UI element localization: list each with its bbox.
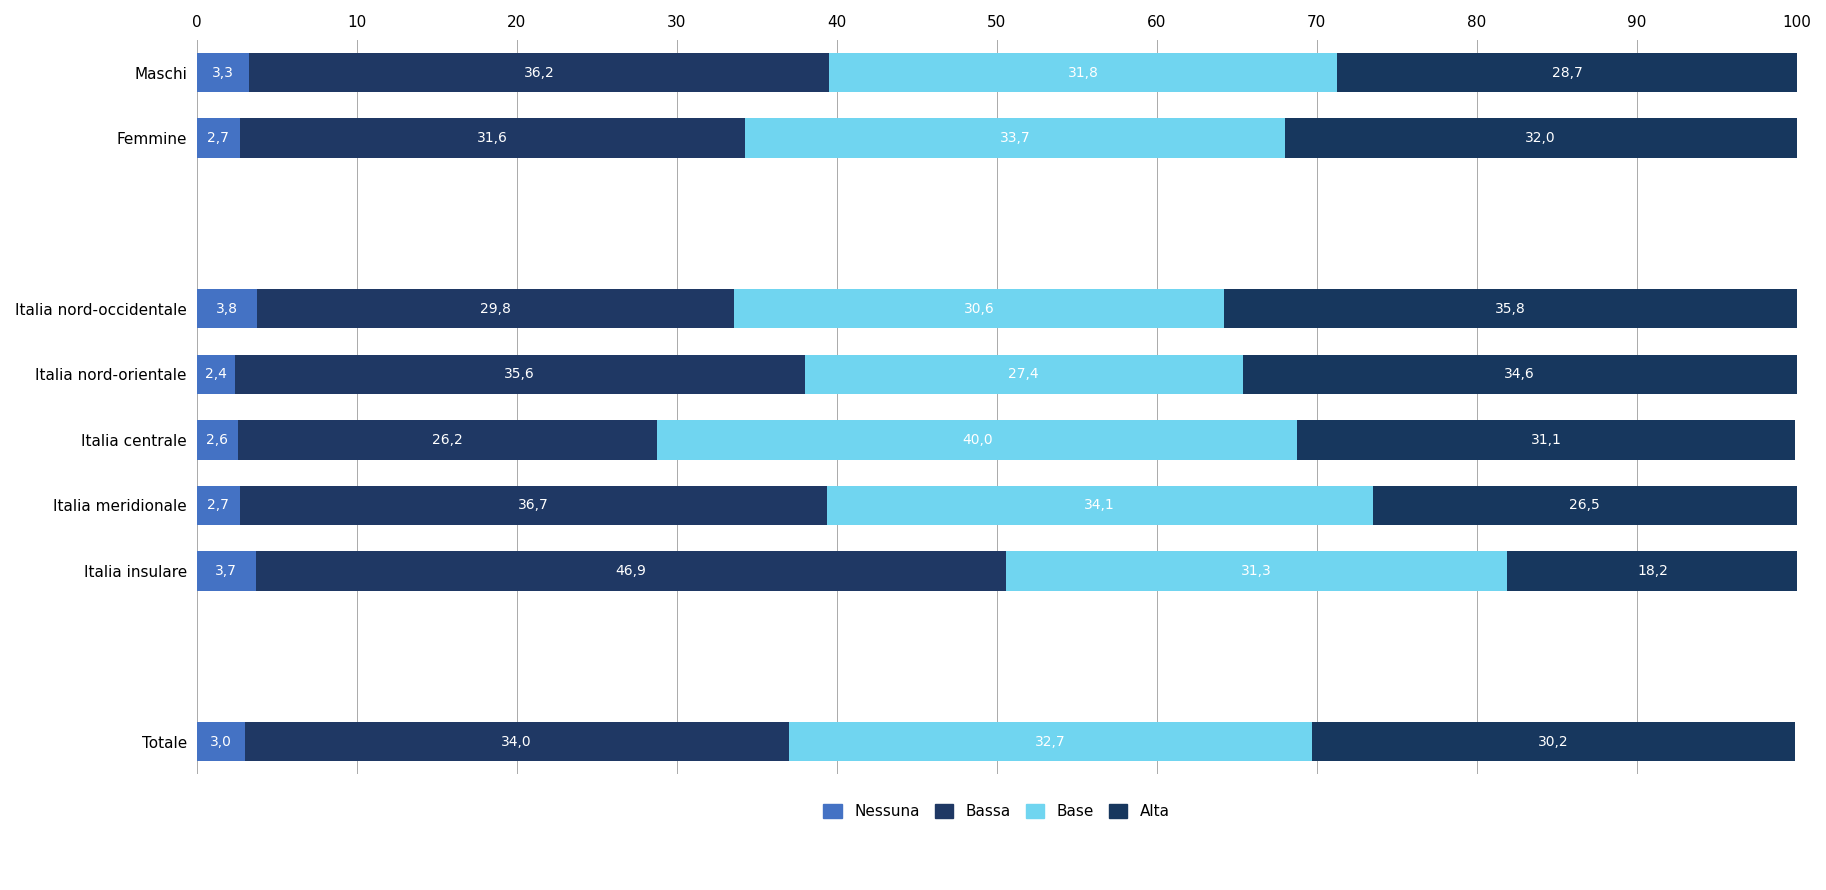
Bar: [1337, 53, 1797, 93]
Bar: [657, 420, 1298, 459]
Text: 28,7: 28,7: [1552, 66, 1583, 79]
Text: 2,6: 2,6: [206, 433, 228, 447]
Text: 32,0: 32,0: [1525, 131, 1556, 145]
Bar: [829, 53, 1337, 93]
Text: 34,0: 34,0: [502, 734, 531, 748]
Bar: [239, 118, 745, 158]
Bar: [734, 289, 1223, 328]
Bar: [197, 420, 237, 459]
Text: 35,8: 35,8: [1495, 302, 1525, 316]
Text: 31,8: 31,8: [1068, 66, 1099, 79]
Text: 31,6: 31,6: [477, 131, 508, 145]
Bar: [197, 722, 245, 761]
Bar: [1223, 289, 1797, 328]
Bar: [805, 354, 1244, 394]
Bar: [197, 289, 257, 328]
Text: 18,2: 18,2: [1638, 564, 1667, 578]
Bar: [237, 420, 657, 459]
Text: 29,8: 29,8: [480, 302, 511, 316]
Text: 30,2: 30,2: [1537, 734, 1569, 748]
Text: 3,7: 3,7: [215, 564, 237, 578]
Text: 36,7: 36,7: [519, 498, 550, 513]
Bar: [245, 722, 789, 761]
Legend: Nessuna, Bassa, Base, Alta: Nessuna, Bassa, Base, Alta: [818, 798, 1176, 826]
Bar: [789, 722, 1311, 761]
Text: 27,4: 27,4: [1008, 368, 1039, 381]
Bar: [197, 552, 256, 591]
Text: 2,7: 2,7: [208, 498, 228, 513]
Bar: [827, 486, 1373, 525]
Text: 30,6: 30,6: [964, 302, 995, 316]
Bar: [1311, 722, 1795, 761]
Text: 26,2: 26,2: [433, 433, 464, 447]
Bar: [236, 354, 805, 394]
Text: 31,3: 31,3: [1242, 564, 1273, 578]
Text: 31,1: 31,1: [1530, 433, 1561, 447]
Bar: [1006, 552, 1506, 591]
Bar: [197, 118, 239, 158]
Bar: [1506, 552, 1799, 591]
Bar: [257, 289, 734, 328]
Bar: [197, 354, 236, 394]
Bar: [1298, 420, 1795, 459]
Bar: [239, 486, 827, 525]
Text: 33,7: 33,7: [999, 131, 1030, 145]
Text: 3,8: 3,8: [215, 302, 237, 316]
Text: 32,7: 32,7: [1035, 734, 1066, 748]
Text: 3,3: 3,3: [212, 66, 234, 79]
Text: 40,0: 40,0: [962, 433, 993, 447]
Bar: [197, 486, 239, 525]
Text: 35,6: 35,6: [504, 368, 535, 381]
Bar: [256, 552, 1006, 591]
Bar: [197, 53, 250, 93]
Text: 46,9: 46,9: [615, 564, 646, 578]
Text: 34,6: 34,6: [1505, 368, 1536, 381]
Bar: [1244, 354, 1797, 394]
Text: 26,5: 26,5: [1569, 498, 1600, 513]
Text: 2,4: 2,4: [205, 368, 226, 381]
Bar: [1284, 118, 1797, 158]
Bar: [745, 118, 1284, 158]
Text: 36,2: 36,2: [524, 66, 555, 79]
Text: 34,1: 34,1: [1085, 498, 1116, 513]
Text: 2,7: 2,7: [208, 131, 228, 145]
Bar: [250, 53, 829, 93]
Text: 3,0: 3,0: [210, 734, 232, 748]
Bar: [1373, 486, 1797, 525]
